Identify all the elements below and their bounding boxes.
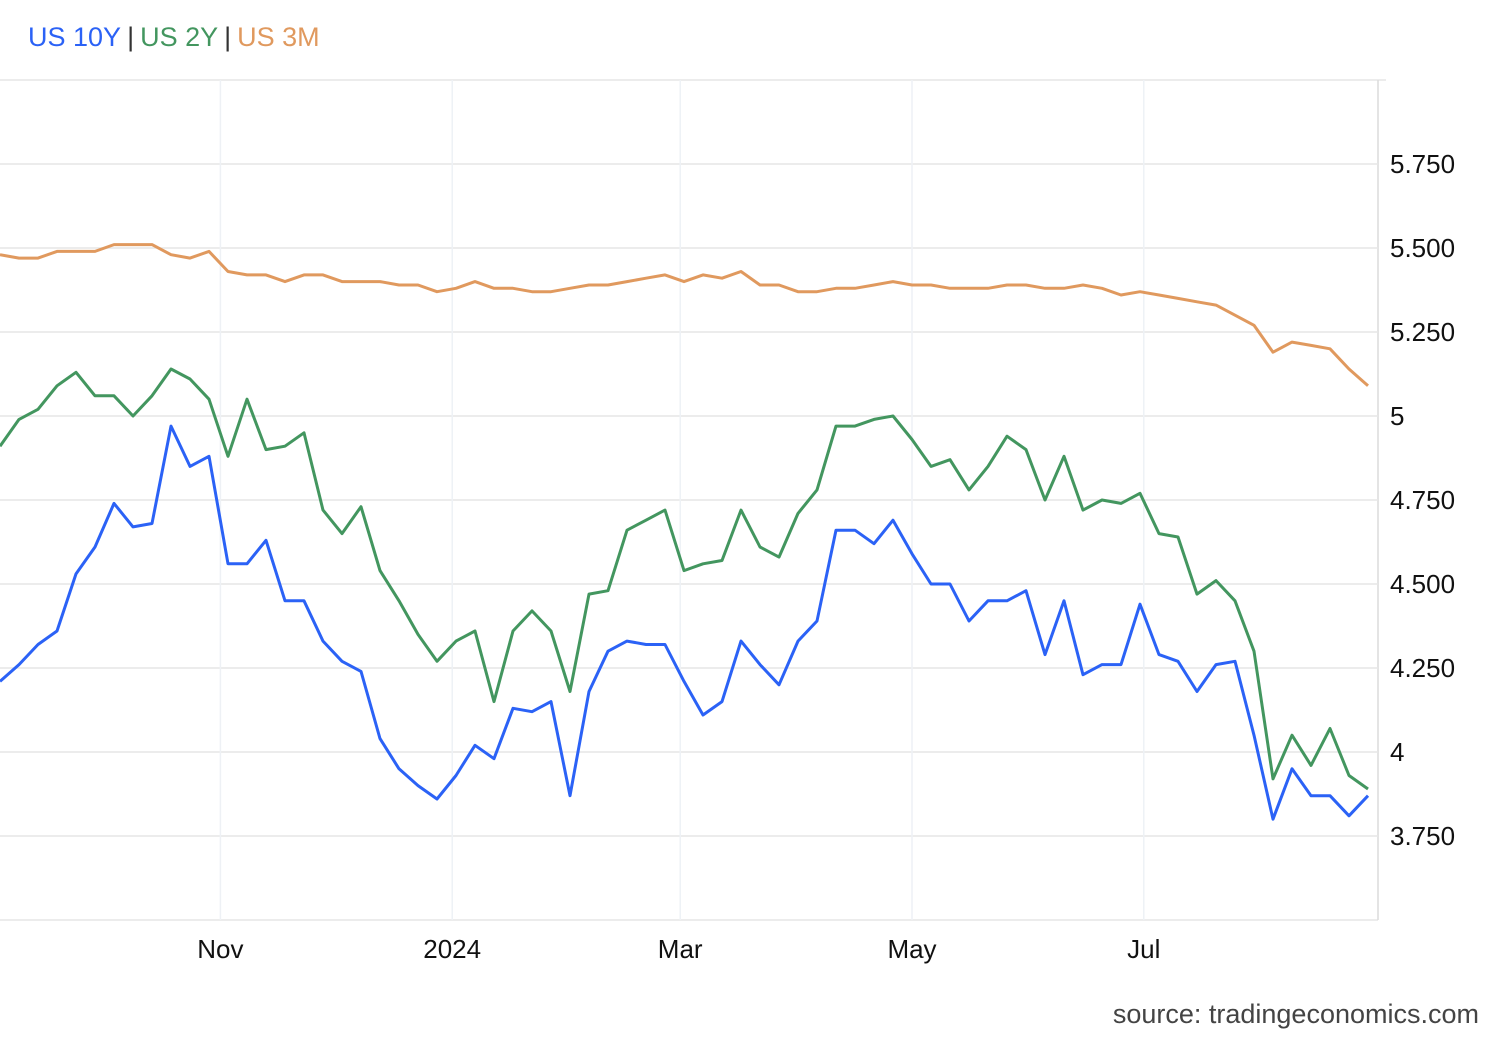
series-line-us2y xyxy=(0,367,1369,791)
y-tick-label: 4.500 xyxy=(1390,569,1455,599)
y-tick-label: 5 xyxy=(1390,401,1404,431)
source-credit: source: tradingeconomics.com xyxy=(1112,999,1479,1029)
legend-us10y[interactable]: US 10Y xyxy=(28,22,122,52)
y-tick-label: 5.250 xyxy=(1390,317,1455,347)
y-tick-label: 4.250 xyxy=(1390,653,1455,683)
legend-us2y[interactable]: US 2Y xyxy=(140,22,219,52)
x-tick-label: May xyxy=(887,934,936,964)
grid xyxy=(0,79,1386,921)
chart-legend: US 10Y | US 2Y | US 3M xyxy=(28,22,320,53)
y-tick-label: 5.750 xyxy=(1390,149,1455,179)
x-tick-label: Jul xyxy=(1127,934,1160,964)
y-tick-label: 4 xyxy=(1390,737,1404,767)
x-tick-label: 2024 xyxy=(423,934,481,964)
legend-separator: | xyxy=(127,22,135,52)
series-line-us3m xyxy=(0,243,1369,387)
y-tick-label: 3.750 xyxy=(1390,821,1455,851)
x-tick-label: Mar xyxy=(658,934,703,964)
y-tick-label: 4.750 xyxy=(1390,485,1455,515)
legend-separator: | xyxy=(224,22,232,52)
x-tick-label: Nov xyxy=(197,934,243,964)
series-line-us10y xyxy=(0,424,1370,821)
legend-us3m[interactable]: US 3M xyxy=(237,22,320,52)
series-lines xyxy=(0,243,1370,821)
axis-ticks: 3.750 4 4.250 4.500 4.750 5 5.250 5.500 5.750 Nov… xyxy=(197,149,1455,964)
y-tick-label: 5.500 xyxy=(1390,233,1455,263)
